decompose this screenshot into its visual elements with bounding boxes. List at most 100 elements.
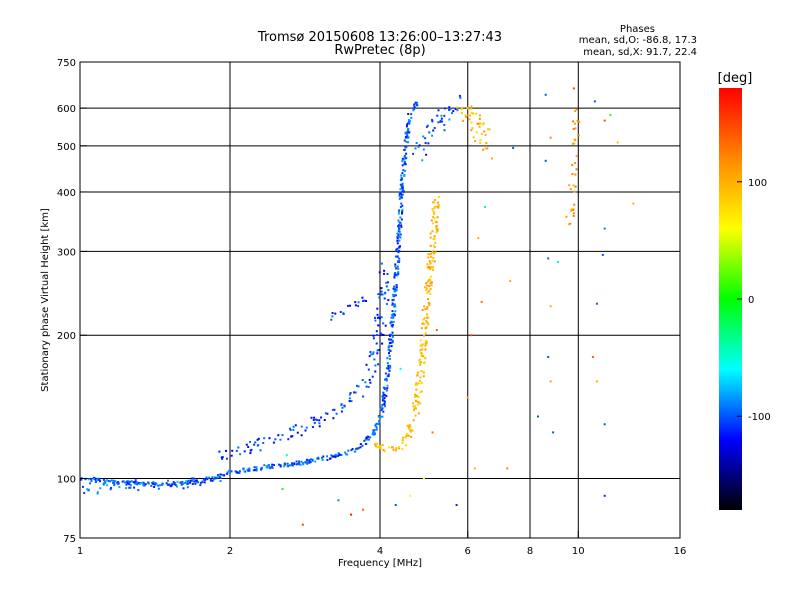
echo-point — [376, 333, 379, 336]
echo-point — [311, 459, 314, 462]
echo-point — [425, 287, 428, 290]
echo-point — [424, 341, 427, 344]
echo-point — [426, 322, 429, 324]
echo-point — [414, 414, 417, 417]
echo-point — [419, 402, 422, 405]
echo-point — [426, 306, 429, 308]
echo-point — [381, 395, 384, 398]
echo-point — [416, 395, 419, 398]
echo-point — [407, 434, 409, 437]
echo-point — [470, 121, 473, 124]
echo-point — [437, 195, 440, 198]
echo-point — [573, 138, 576, 141]
echo-point — [279, 464, 282, 467]
echo-point — [396, 232, 399, 235]
echo-point — [226, 471, 229, 474]
echo-point — [374, 424, 377, 427]
echo-point — [422, 375, 425, 378]
echo-point — [388, 345, 391, 348]
echo-point — [272, 441, 275, 444]
echo-point — [421, 343, 424, 346]
echo-point — [403, 148, 406, 151]
echo-point — [307, 459, 310, 462]
echo-point — [374, 364, 377, 367]
echo-point — [544, 93, 547, 96]
y-axis-label: Stationary phase Virtual Height [km] — [40, 208, 51, 392]
colorbar-label: [deg] — [718, 71, 753, 86]
echo-point — [399, 245, 401, 248]
echo-point — [248, 467, 251, 470]
echo-point — [371, 433, 374, 436]
echo-point — [311, 426, 314, 428]
echo-point — [398, 191, 401, 194]
echo-point — [226, 472, 229, 475]
echo-point — [271, 463, 274, 466]
echo-point — [392, 448, 395, 451]
echo-point — [417, 412, 420, 415]
echo-point — [337, 499, 340, 502]
echo-point — [295, 460, 298, 463]
echo-point — [424, 142, 427, 145]
echo-point — [312, 419, 315, 421]
echo-point — [405, 444, 408, 447]
echo-point — [419, 379, 421, 382]
echo-point — [485, 142, 488, 144]
echo-point — [569, 188, 572, 191]
echo-point — [414, 393, 417, 396]
echo-point — [433, 211, 436, 214]
echo-point — [260, 466, 263, 469]
echo-point — [401, 208, 404, 211]
echo-point — [417, 371, 420, 374]
colorbar — [719, 88, 742, 510]
echo-point — [329, 457, 332, 460]
echo-point — [380, 262, 383, 265]
echo-point — [170, 484, 173, 487]
echo-point — [306, 462, 309, 465]
echo-point — [171, 483, 174, 486]
echo-point — [395, 449, 397, 452]
echo-point — [265, 465, 268, 468]
echo-point — [161, 482, 164, 485]
echo-point — [419, 339, 422, 342]
echo-point — [401, 196, 403, 199]
echo-point — [376, 446, 379, 449]
echo-point — [230, 454, 233, 457]
echo-point — [419, 376, 422, 379]
echo-point — [407, 113, 410, 115]
echo-point — [96, 491, 99, 494]
echo-point — [142, 482, 145, 485]
echo-point — [193, 480, 196, 483]
echo-point — [259, 449, 262, 452]
echo-point — [415, 382, 418, 385]
echo-point — [407, 119, 410, 122]
echo-point — [113, 481, 116, 484]
echo-point — [452, 110, 455, 113]
echo-point — [412, 408, 415, 411]
echo-point — [426, 316, 429, 319]
echo-point — [426, 280, 429, 283]
echo-point — [247, 446, 250, 448]
echo-point — [304, 429, 307, 432]
echo-point — [263, 437, 266, 440]
echo-point — [112, 481, 114, 484]
echo-point — [440, 114, 443, 117]
echo-point — [383, 269, 386, 272]
echo-point — [443, 129, 446, 132]
echo-point — [398, 197, 401, 200]
echo-point — [381, 333, 384, 336]
echo-point — [316, 419, 318, 421]
echo-point — [230, 470, 233, 473]
echo-point — [425, 320, 428, 323]
echo-point — [305, 458, 308, 461]
echo-point — [378, 271, 381, 274]
echo-point — [349, 304, 351, 307]
echo-point — [375, 426, 378, 429]
echo-point — [402, 436, 405, 439]
echo-point — [479, 139, 482, 142]
echo-point — [211, 479, 214, 482]
echo-point — [382, 410, 385, 413]
colorbar-tick-label: -100 — [748, 412, 771, 423]
echo-point — [263, 464, 266, 467]
echo-point — [547, 257, 550, 260]
